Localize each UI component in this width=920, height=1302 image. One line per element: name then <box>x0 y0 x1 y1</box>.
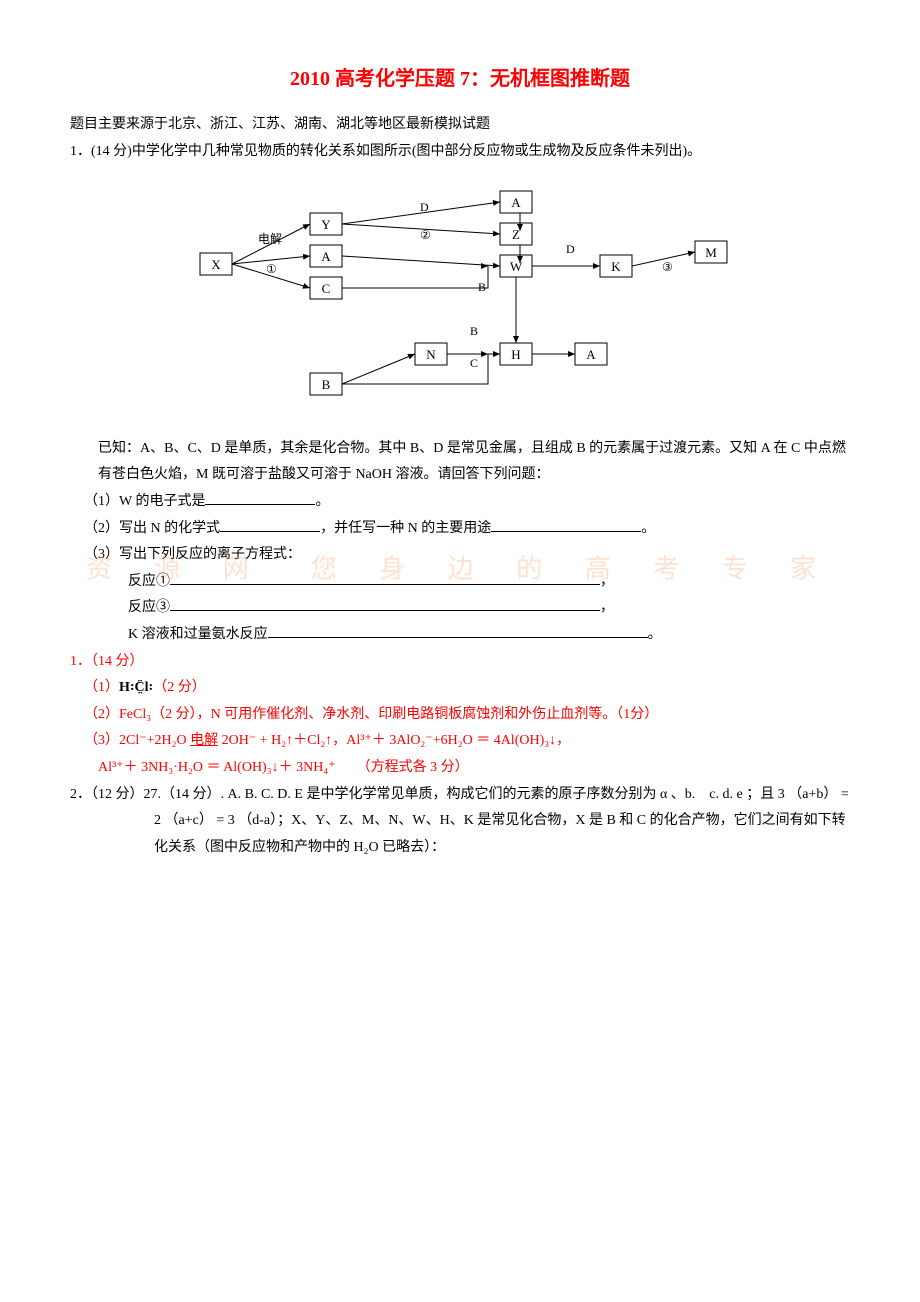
given-info: 已知：A、B、C、D 是单质，其余是化合物。其中 B、D 是常见金属，且组成 B… <box>70 436 850 489</box>
r1-label: 反应① <box>128 574 170 589</box>
period: 。 <box>315 494 329 509</box>
svg-text:②: ② <box>420 228 431 242</box>
q2-text: 2．（12 分）27.（14 分）. A. B. C. D. E 是中学化学常见… <box>70 782 850 862</box>
k-label: K 溶液和过量氨水反应 <box>128 627 268 642</box>
svg-text:①: ① <box>266 262 277 276</box>
a1-3-elec: 电解 <box>190 733 218 748</box>
a1-3-pre: （3）2Cl⁻+2H₂O <box>84 733 190 748</box>
svg-text:Z: Z <box>512 227 520 242</box>
blank <box>220 517 320 532</box>
blank <box>205 490 315 505</box>
a1-head: 1．（14 分） <box>70 649 850 676</box>
svg-text:N: N <box>426 347 436 362</box>
period: 。 <box>648 627 662 642</box>
q1-1-pre: （1）W 的电子式是 <box>84 494 205 509</box>
q1-sub3-k: K 溶液和过量氨水反应 。 <box>70 622 850 649</box>
svg-text:电解: 电解 <box>258 232 282 246</box>
svg-text:C: C <box>470 356 478 370</box>
svg-text:Y: Y <box>321 217 331 232</box>
svg-text:H: H <box>511 347 520 362</box>
blank <box>170 570 600 585</box>
svg-text:D: D <box>566 242 575 256</box>
q1-sub3-head: （3）写出下列反应的离子方程式： <box>70 542 850 569</box>
a1-1-pre: （1） <box>84 680 119 695</box>
svg-text:D: D <box>420 200 429 214</box>
a1-1-formula: H꞉C̤̈l꞉ <box>119 680 153 695</box>
svg-text:③: ③ <box>662 260 673 274</box>
comma: ， <box>600 574 614 589</box>
blank <box>491 517 641 532</box>
a1-sub1: （1）H꞉C̤̈l꞉（2 分） <box>70 675 850 702</box>
svg-text:K: K <box>611 259 621 274</box>
a1-sub3-line1: （3）2Cl⁻+2H₂O 电解 2OH⁻ + H₂↑＋Cl₂↑，Al³⁺＋ 3A… <box>70 728 850 755</box>
comma: ， <box>600 600 614 615</box>
blank <box>170 596 600 611</box>
q1-sub2: （2）写出 N 的化学式 ，并任写一种 N 的主要用途 。 <box>70 516 850 543</box>
q1-sub3-r1: 反应① ， <box>70 569 850 596</box>
a1-sub2: （2）FeCl₃（2 分），N 可用作催化剂、净水剂、印刷电路铜板腐蚀剂和外伤止… <box>70 702 850 729</box>
q1-sub3-r3: 反应③ ， <box>70 595 850 622</box>
svg-text:A: A <box>321 249 331 264</box>
svg-text:W: W <box>510 259 523 274</box>
q1-2-mid: ，并任写一种 N 的主要用途 <box>320 521 491 536</box>
svg-text:A: A <box>511 195 521 210</box>
source-line: 题目主要来源于北京、浙江、江苏、湖南、湖北等地区最新模拟试题 <box>70 112 850 139</box>
blank <box>268 623 648 638</box>
reaction-diagram: X Y A C B A Z W N H A K M 电解 ① D ② B B C D ③ <box>70 183 850 414</box>
r3-label: 反应③ <box>128 600 170 615</box>
svg-text:C: C <box>322 281 331 296</box>
q1-2-pre: （2）写出 N 的化学式 <box>84 521 220 536</box>
svg-text:A: A <box>586 347 596 362</box>
q1-sub1: （1）W 的电子式是 。 <box>70 489 850 516</box>
q2: 2．（12 分）27.（14 分）. A. B. C. D. E 是中学化学常见… <box>70 782 850 862</box>
svg-text:B: B <box>322 377 331 392</box>
a1-3-rest: 2OH⁻ + H₂↑＋Cl₂↑，Al³⁺＋ 3AlO₂⁻+6H₂O ＝ 4Al(… <box>218 733 570 748</box>
a1-1-score: （2 分） <box>153 680 206 695</box>
svg-text:M: M <box>705 245 717 260</box>
svg-text:B: B <box>470 324 478 338</box>
svg-text:B: B <box>478 280 486 294</box>
page-title: 2010 高考化学压题 7：无机框图推断题 <box>70 60 850 98</box>
svg-text:X: X <box>211 257 221 272</box>
period: 。 <box>641 521 655 536</box>
q1-head: 1．(14 分)中学化学中几种常见物质的转化关系如图所示(图中部分反应物或生成物… <box>70 139 850 166</box>
a1-sub3-line2: Al³⁺＋ 3NH₃·H₂O ＝ Al(OH)₃↓＋ 3NH₄⁺ （方程式各 3… <box>70 755 850 782</box>
